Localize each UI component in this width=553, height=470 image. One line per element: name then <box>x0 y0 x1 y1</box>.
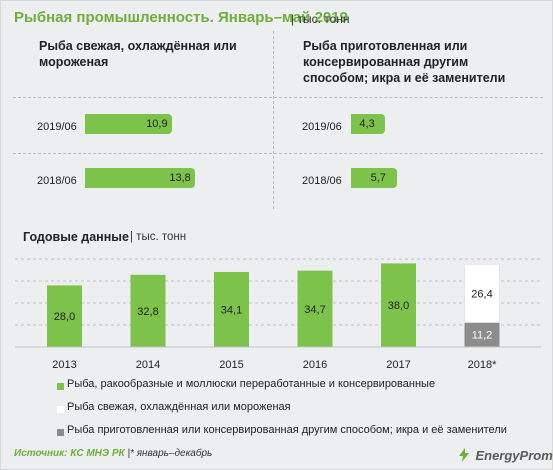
bar-value-label: 34,1 <box>221 304 242 316</box>
bar-2018-series-2 <box>464 322 500 347</box>
x-tick-label: 2015 <box>219 359 243 371</box>
legend-label-processed: Рыба, ракообразные и моллюски переработа… <box>67 378 436 390</box>
footer: Источник: КС МНЭ РК |* январь–декабрь En… <box>1 438 553 469</box>
annual-unit: | тыс. тонн <box>130 231 187 243</box>
source-line: Источник: КС МНЭ РК |* январь–декабрь <box>14 448 212 459</box>
top-right-row-label: 2019/06 <box>302 121 342 133</box>
top-right-value-2019: 4,3 <box>359 118 375 130</box>
top-right-title: Рыба приготовленная или консервированная… <box>303 39 506 85</box>
dashed-separator <box>13 153 543 154</box>
legend-label-prepared: Рыба приготовленная или консервированная… <box>67 424 507 436</box>
panel-divider <box>273 31 274 209</box>
legend-swatch-prepared <box>57 429 64 436</box>
bar-value-label: 11,2 <box>472 330 493 342</box>
bar-2013-series-0 <box>47 285 82 347</box>
top-right-row-label: 2018/06 <box>302 175 342 187</box>
x-tick-label: 2013 <box>52 359 76 371</box>
bar-2017-series-0 <box>381 263 416 347</box>
bar-2014-series-0 <box>130 274 166 347</box>
top-left-value-2018: 13,8 <box>169 172 191 184</box>
title-unit: | тыс. тонн <box>291 12 350 26</box>
bar-value-label: 32,8 <box>137 306 158 318</box>
brand-logo: EnergyProm <box>457 447 553 465</box>
x-tick-label: 2014 <box>136 359 160 371</box>
top-right-value-2018: 5,7 <box>370 172 386 184</box>
top-left-bar-2019 <box>85 114 173 134</box>
legend-swatch-fresh <box>57 406 64 413</box>
bar-value-label: 34,7 <box>304 304 325 316</box>
page-title: Рыбная промышленность. Январь–май 2019 <box>14 9 348 26</box>
bar-2016-series-0 <box>297 270 333 347</box>
bar-2015-series-0 <box>214 271 249 347</box>
top-right-bar-2018 <box>351 168 397 188</box>
x-tick-label: 2016 <box>303 359 327 371</box>
x-tick-label: 2018* <box>468 359 497 371</box>
bar-2018-series-1 <box>464 263 500 323</box>
bar-value-label: 38,0 <box>388 300 409 312</box>
top-left-bar-2018 <box>85 168 196 188</box>
dashed-separator <box>13 97 543 98</box>
top-right-bar-2019 <box>351 114 386 134</box>
top-left-value-2019: 10,9 <box>146 118 168 130</box>
legend-label-fresh: Рыба свежая, охлаждённая или мороженая <box>67 401 291 413</box>
source-text: КС МНЭ РК <box>70 448 125 459</box>
top-left-title: Рыба свежая, охлаждённая или мороженая <box>39 39 237 69</box>
annual-title: Годовые данные <box>23 230 129 244</box>
bar-value-label: 28,0 <box>54 311 75 323</box>
lightning-icon <box>459 448 469 462</box>
top-left-row-label: 2019/06 <box>37 121 77 133</box>
brand-name: EnergyProm <box>475 448 553 463</box>
x-tick-label: 2017 <box>386 359 410 371</box>
legend-swatch-processed <box>57 383 64 390</box>
top-left-row-label: 2018/06 <box>37 175 77 187</box>
source-note: |* январь–декабрь <box>127 448 213 459</box>
bar-value-label: 26,4 <box>471 288 492 300</box>
source-label: Источник: <box>14 448 68 459</box>
